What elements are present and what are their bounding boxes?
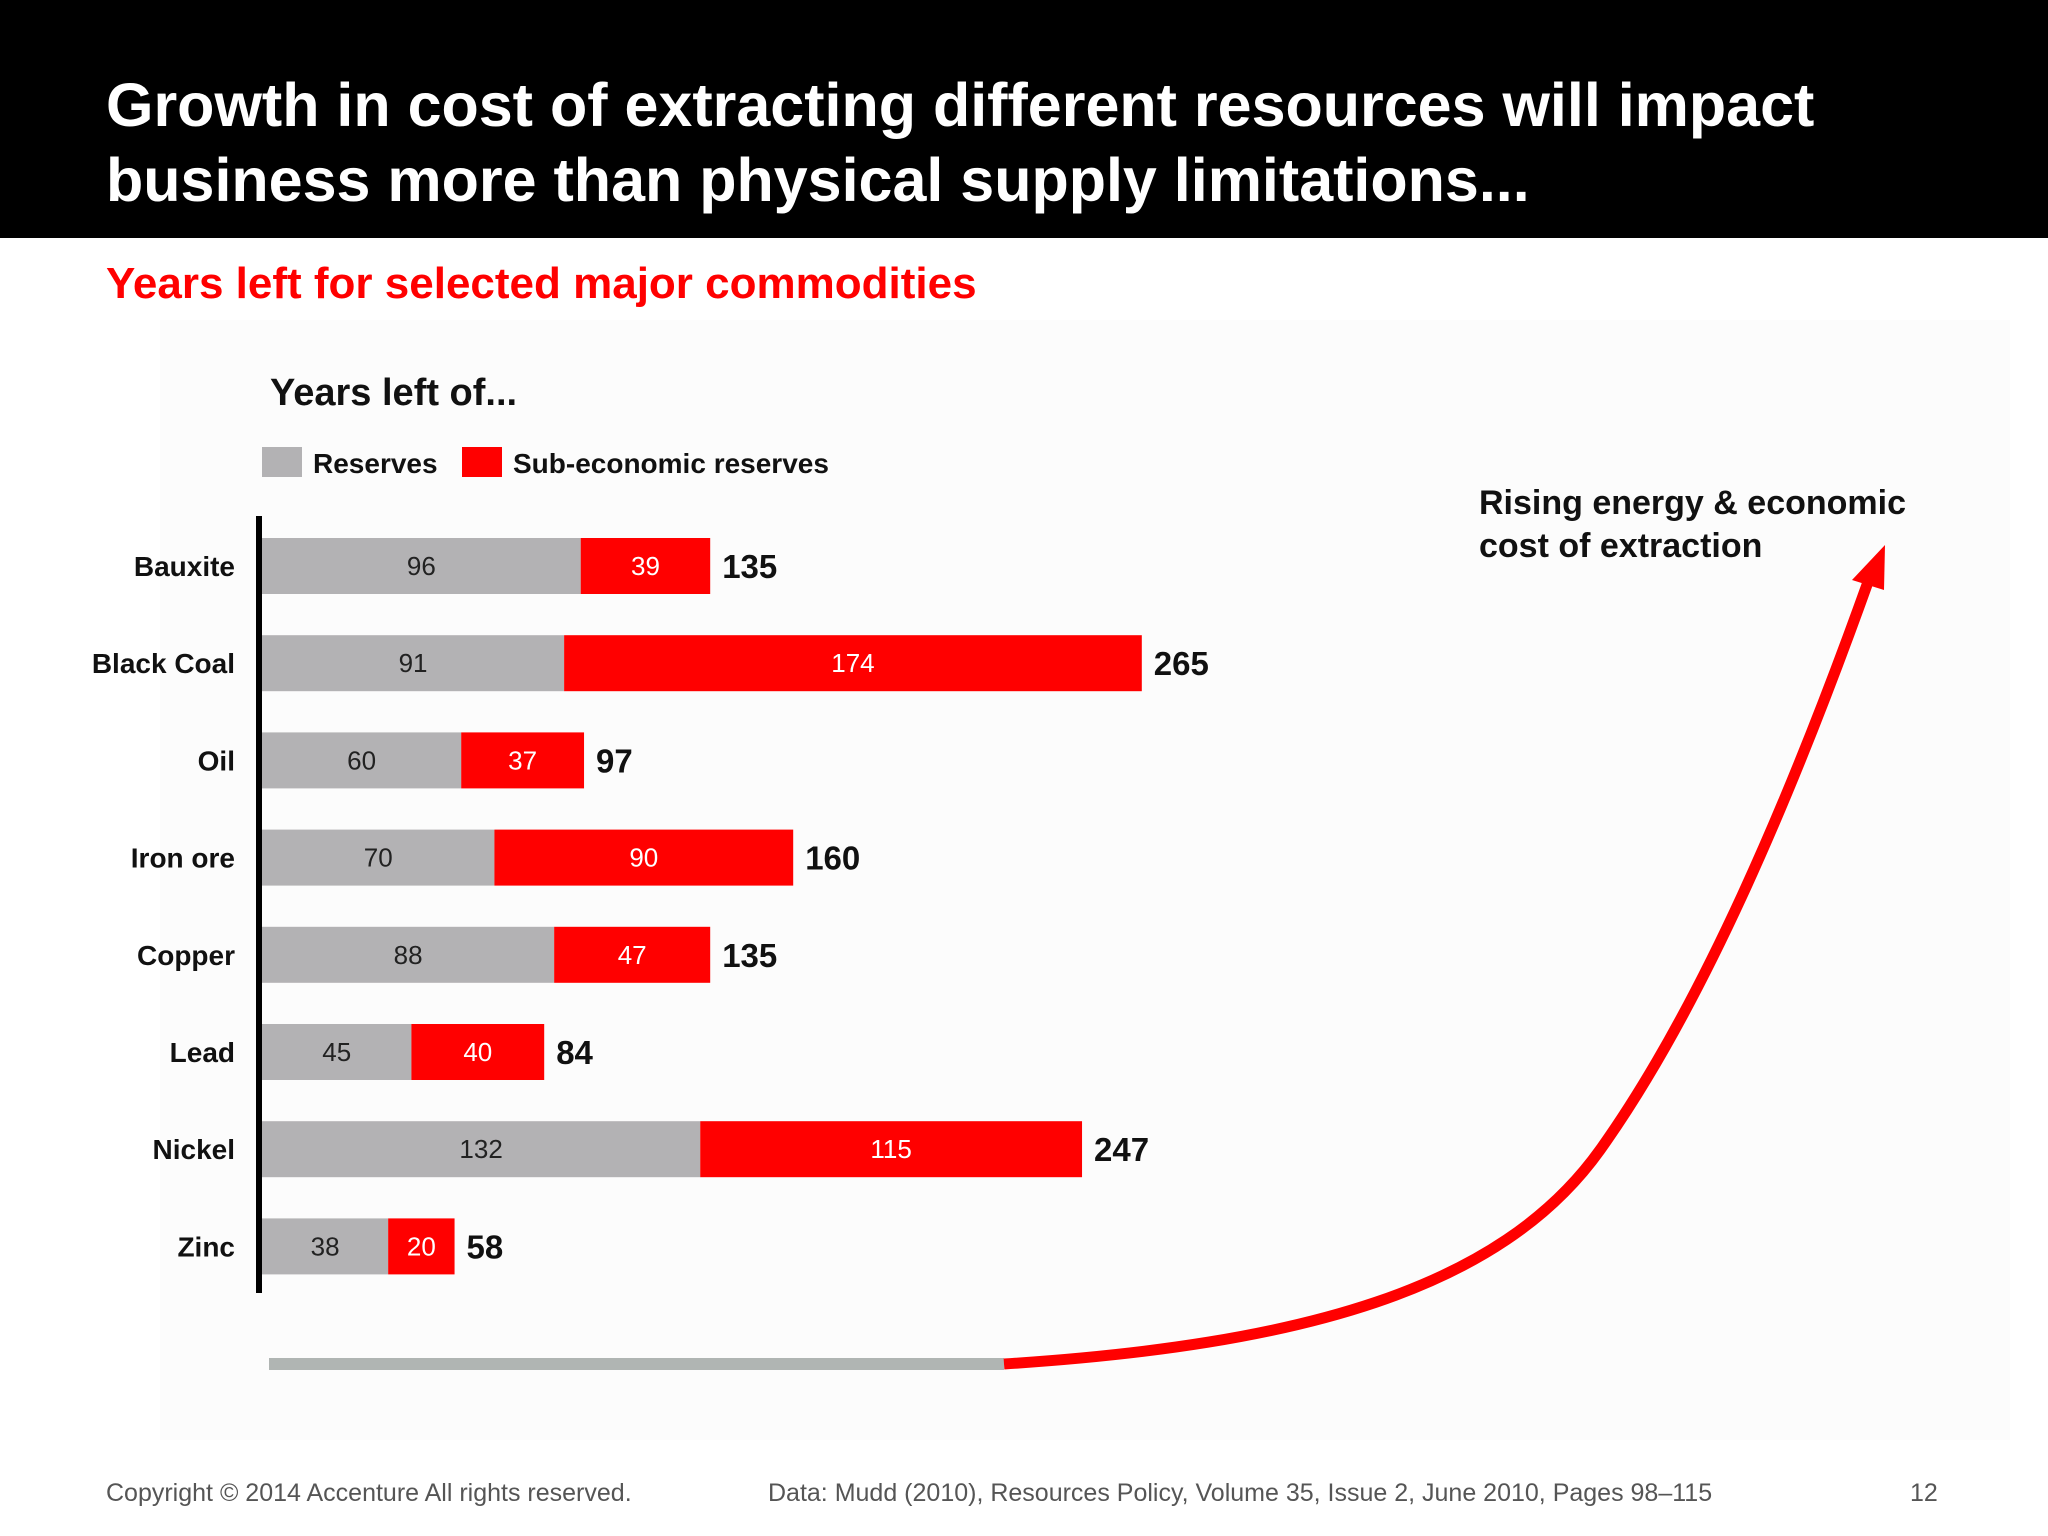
bar-sub-economic-black-coal (564, 635, 1142, 692)
total-label-copper: 135 (722, 937, 777, 974)
bar-reserves-oil (262, 732, 462, 789)
value-label-sub-economic-bauxite: 39 (631, 551, 660, 581)
value-label-sub-economic-zinc: 20 (407, 1231, 436, 1261)
category-label-copper: Copper (137, 940, 235, 971)
total-label-zinc: 58 (467, 1228, 504, 1265)
rising-cost-curve (1003, 580, 1874, 1370)
category-label-black-coal: Black Coal (92, 648, 235, 679)
legend-label-sub-economic: Sub-economic reserves (513, 448, 829, 479)
chart-title: Years left of... (270, 372, 517, 414)
title-bar: Growth in cost of extracting different r… (0, 0, 2048, 238)
slide-title-line-2: business more than physical supply limit… (106, 146, 1530, 214)
bar-sub-economic-copper (554, 926, 711, 983)
category-label-nickel: Nickel (153, 1134, 236, 1165)
total-label-nickel: 247 (1094, 1131, 1149, 1168)
total-label-bauxite: 135 (722, 548, 777, 585)
value-label-sub-economic-lead: 40 (463, 1037, 492, 1067)
value-label-reserves-nickel: 132 (459, 1134, 502, 1164)
value-label-reserves-black-coal: 91 (399, 648, 428, 678)
bar-sub-economic-bauxite (580, 538, 711, 594)
bar-sub-economic-nickel (700, 1121, 1083, 1178)
category-label-oil: Oil (198, 745, 235, 776)
legend-swatch-sub-economic (462, 447, 502, 477)
value-label-sub-economic-copper: 47 (618, 940, 647, 970)
total-label-oil: 97 (596, 742, 633, 779)
legend-swatch-reserves (262, 447, 302, 477)
bar-reserves-bauxite (262, 538, 581, 594)
data-source-text: Data: Mudd (2010), Resources Policy, Vol… (768, 1479, 1713, 1507)
total-label-black-coal: 265 (1154, 645, 1209, 682)
bar-sub-economic-oil (461, 732, 585, 789)
rising-cost-arrowhead (1852, 545, 1885, 590)
value-label-reserves-copper: 88 (394, 940, 423, 970)
value-label-sub-economic-nickel: 115 (870, 1134, 911, 1164)
bar-reserves-nickel (262, 1121, 701, 1178)
slide-title: Growth in cost of extracting different r… (106, 68, 1986, 218)
bar-sub-economic-zinc (388, 1218, 455, 1275)
legend-label-reserves: Reserves (313, 448, 438, 479)
value-label-reserves-lead: 45 (322, 1037, 351, 1067)
value-label-reserves-bauxite: 96 (407, 551, 436, 581)
value-label-reserves-zinc: 38 (311, 1231, 340, 1261)
value-label-sub-economic-iron-ore: 90 (629, 843, 658, 873)
bar-reserves-copper (262, 926, 555, 983)
category-label-lead: Lead (170, 1037, 235, 1068)
bar-reserves-zinc (262, 1218, 389, 1275)
bar-reserves-lead (262, 1024, 412, 1080)
slide-title-line-1: Growth in cost of extracting different r… (106, 71, 1815, 139)
value-label-reserves-iron-ore: 70 (364, 843, 393, 873)
page-number: 12 (1910, 1479, 1938, 1507)
category-label-zinc: Zinc (177, 1231, 235, 1262)
annotation-line-2: cost of extraction (1479, 527, 1762, 565)
copyright-text: Copyright © 2014 Accenture All rights re… (106, 1479, 632, 1507)
bars-group: Bauxite 96 39 135 Black Coal 91 174 265 Oil 60 37 9… (92, 538, 1209, 1275)
total-label-lead: 84 (556, 1034, 593, 1071)
category-label-iron-ore: Iron ore (131, 843, 235, 874)
bar-reserves-black-coal (262, 635, 565, 692)
slide-subtitle: Years left for selected major commoditie… (106, 259, 977, 308)
bar-sub-economic-iron-ore (494, 829, 794, 886)
bar-sub-economic-lead (411, 1024, 545, 1080)
total-label-iron-ore: 160 (805, 840, 860, 877)
value-label-reserves-oil: 60 (347, 745, 376, 775)
value-label-sub-economic-black-coal: 174 (831, 648, 874, 678)
value-label-sub-economic-oil: 37 (508, 745, 537, 775)
category-label-bauxite: Bauxite (134, 551, 235, 582)
annotation-line-1: Rising energy & economic (1479, 484, 1906, 522)
legend: Reserves Sub-economic reserves (262, 447, 829, 479)
bar-reserves-iron-ore (262, 829, 495, 886)
